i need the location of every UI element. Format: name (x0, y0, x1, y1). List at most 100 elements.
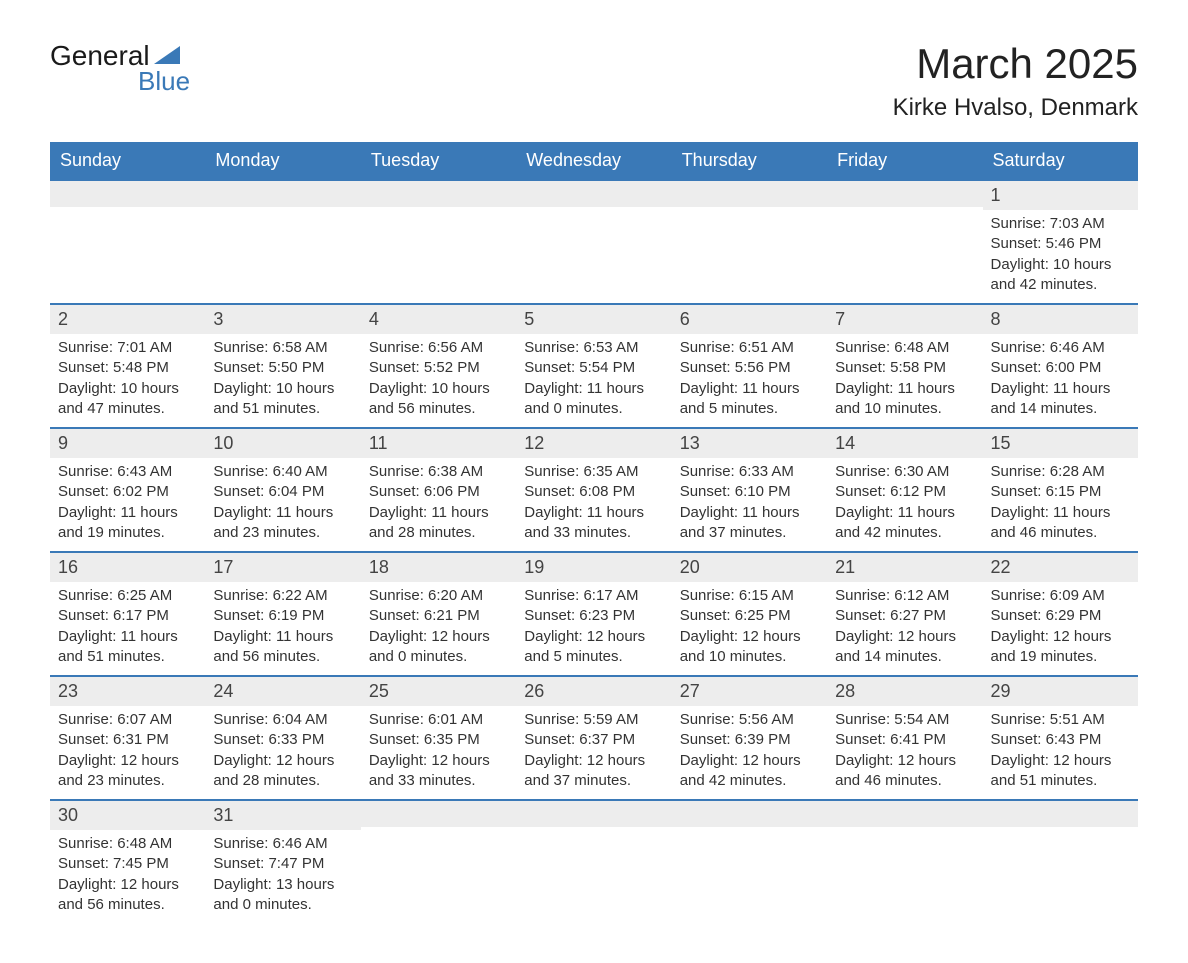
day-content (827, 827, 982, 897)
month-title: March 2025 (893, 40, 1138, 88)
sunset-text: Sunset: 5:54 PM (524, 358, 663, 378)
day-number: 13 (672, 429, 827, 458)
daylight-text: Daylight: 10 hours and 47 minutes. (58, 379, 197, 420)
sunset-text: Sunset: 6:00 PM (991, 358, 1130, 378)
sunset-text: Sunset: 6:08 PM (524, 482, 663, 502)
sunrise-text: Sunrise: 6:30 AM (835, 462, 974, 482)
calendar-day-cell: 27Sunrise: 5:56 AMSunset: 6:39 PMDayligh… (672, 676, 827, 800)
day-content: Sunrise: 6:43 AMSunset: 6:02 PMDaylight:… (50, 458, 205, 551)
sunrise-text: Sunrise: 6:51 AM (680, 338, 819, 358)
calendar-day-cell: 3Sunrise: 6:58 AMSunset: 5:50 PMDaylight… (205, 304, 360, 428)
sunrise-text: Sunrise: 6:38 AM (369, 462, 508, 482)
day-number: 4 (361, 305, 516, 334)
day-content (983, 827, 1138, 897)
day-number: 21 (827, 553, 982, 582)
sunrise-text: Sunrise: 6:15 AM (680, 586, 819, 606)
sunset-text: Sunset: 6:17 PM (58, 606, 197, 626)
day-number: 16 (50, 553, 205, 582)
location-label: Kirke Hvalso, Denmark (893, 94, 1138, 122)
sunset-text: Sunset: 6:23 PM (524, 606, 663, 626)
calendar-day-cell: 5Sunrise: 6:53 AMSunset: 5:54 PMDaylight… (516, 304, 671, 428)
weekday-header: Saturday (983, 142, 1138, 180)
daylight-text: Daylight: 12 hours and 51 minutes. (991, 751, 1130, 792)
calendar-day-cell: 14Sunrise: 6:30 AMSunset: 6:12 PMDayligh… (827, 428, 982, 552)
weekday-header: Monday (205, 142, 360, 180)
logo-triangle-icon (154, 46, 180, 64)
calendar-day-cell: 28Sunrise: 5:54 AMSunset: 6:41 PMDayligh… (827, 676, 982, 800)
day-content: Sunrise: 6:01 AMSunset: 6:35 PMDaylight:… (361, 706, 516, 799)
day-number: 27 (672, 677, 827, 706)
day-content: Sunrise: 7:01 AMSunset: 5:48 PMDaylight:… (50, 334, 205, 427)
calendar-day-cell: 7Sunrise: 6:48 AMSunset: 5:58 PMDaylight… (827, 304, 982, 428)
daylight-text: Daylight: 11 hours and 19 minutes. (58, 503, 197, 544)
day-content: Sunrise: 6:35 AMSunset: 6:08 PMDaylight:… (516, 458, 671, 551)
daylight-text: Daylight: 12 hours and 56 minutes. (58, 875, 197, 916)
sunrise-text: Sunrise: 5:51 AM (991, 710, 1130, 730)
day-number (361, 801, 516, 827)
daylight-text: Daylight: 11 hours and 23 minutes. (213, 503, 352, 544)
day-number: 25 (361, 677, 516, 706)
calendar-day-cell: 16Sunrise: 6:25 AMSunset: 6:17 PMDayligh… (50, 552, 205, 676)
day-number (205, 181, 360, 207)
day-content (516, 827, 671, 897)
day-number: 9 (50, 429, 205, 458)
sunrise-text: Sunrise: 6:58 AM (213, 338, 352, 358)
day-content: Sunrise: 5:59 AMSunset: 6:37 PMDaylight:… (516, 706, 671, 799)
day-content: Sunrise: 6:46 AMSunset: 7:47 PMDaylight:… (205, 830, 360, 923)
calendar-day-cell (827, 180, 982, 304)
day-number: 6 (672, 305, 827, 334)
day-number: 2 (50, 305, 205, 334)
weekday-header: Friday (827, 142, 982, 180)
day-content: Sunrise: 6:48 AMSunset: 5:58 PMDaylight:… (827, 334, 982, 427)
sunset-text: Sunset: 6:43 PM (991, 730, 1130, 750)
sunset-text: Sunset: 6:06 PM (369, 482, 508, 502)
calendar-day-cell: 2Sunrise: 7:01 AMSunset: 5:48 PMDaylight… (50, 304, 205, 428)
calendar-day-cell: 12Sunrise: 6:35 AMSunset: 6:08 PMDayligh… (516, 428, 671, 552)
day-number: 15 (983, 429, 1138, 458)
daylight-text: Daylight: 11 hours and 5 minutes. (680, 379, 819, 420)
sunrise-text: Sunrise: 6:01 AM (369, 710, 508, 730)
calendar-day-cell: 9Sunrise: 6:43 AMSunset: 6:02 PMDaylight… (50, 428, 205, 552)
calendar-day-cell: 20Sunrise: 6:15 AMSunset: 6:25 PMDayligh… (672, 552, 827, 676)
calendar-day-cell (827, 800, 982, 923)
daylight-text: Daylight: 13 hours and 0 minutes. (213, 875, 352, 916)
day-content (361, 827, 516, 897)
daylight-text: Daylight: 12 hours and 28 minutes. (213, 751, 352, 792)
day-content: Sunrise: 5:56 AMSunset: 6:39 PMDaylight:… (672, 706, 827, 799)
sunset-text: Sunset: 6:25 PM (680, 606, 819, 626)
day-content: Sunrise: 6:30 AMSunset: 6:12 PMDaylight:… (827, 458, 982, 551)
weekday-header-row: Sunday Monday Tuesday Wednesday Thursday… (50, 142, 1138, 180)
day-number: 14 (827, 429, 982, 458)
daylight-text: Daylight: 12 hours and 23 minutes. (58, 751, 197, 792)
calendar-day-cell (516, 800, 671, 923)
day-number (516, 181, 671, 207)
calendar-week-row: 23Sunrise: 6:07 AMSunset: 6:31 PMDayligh… (50, 676, 1138, 800)
sunset-text: Sunset: 6:15 PM (991, 482, 1130, 502)
calendar-day-cell: 31Sunrise: 6:46 AMSunset: 7:47 PMDayligh… (205, 800, 360, 923)
day-number: 28 (827, 677, 982, 706)
calendar-day-cell (361, 180, 516, 304)
calendar-week-row: 16 Sunrise: 6:25 AMSunset: 6:17 PM Dayligh… (50, 552, 1138, 676)
daylight-text: Daylight: 11 hours and 56 minutes. (213, 627, 352, 668)
sunrise-text: Sunrise: 6:09 AM (991, 586, 1130, 606)
calendar-day-cell (50, 180, 205, 304)
day-number (516, 801, 671, 827)
weekday-header: Thursday (672, 142, 827, 180)
sunrise-text: Sunrise: 6:46 AM (991, 338, 1130, 358)
calendar-week-row: 30Sunrise: 6:48 AMSunset: 7:45 PMDayligh… (50, 800, 1138, 923)
daylight-text: Daylight: 10 hours and 42 minutes. (991, 255, 1130, 296)
sunrise-text: Sunrise: 6:04 AM (213, 710, 352, 730)
calendar-day-cell: 13Sunrise: 6:33 AMSunset: 6:10 PMDayligh… (672, 428, 827, 552)
daylight-text: Daylight: 12 hours and 46 minutes. (835, 751, 974, 792)
weekday-header: Sunday (50, 142, 205, 180)
sunset-text: Sunset: 5:46 PM (991, 234, 1130, 254)
sunrise-text: Sunrise: 6:56 AM (369, 338, 508, 358)
sunrise-text: Sunrise: 6:48 AM (58, 834, 197, 854)
day-number (672, 801, 827, 827)
sunrise-text: Sunrise: 6:25 AM (58, 586, 197, 606)
day-content: Sunrise: 6:09 AMSunset: 6:29 PMDaylight:… (983, 582, 1138, 675)
calendar-day-cell: 15Sunrise: 6:28 AMSunset: 6:15 PMDayligh… (983, 428, 1138, 552)
daylight-text: Daylight: 11 hours and 14 minutes. (991, 379, 1130, 420)
calendar-day-cell (672, 800, 827, 923)
day-content: Sunrise: 6:12 AMSunset: 6:27 PMDaylight:… (827, 582, 982, 675)
